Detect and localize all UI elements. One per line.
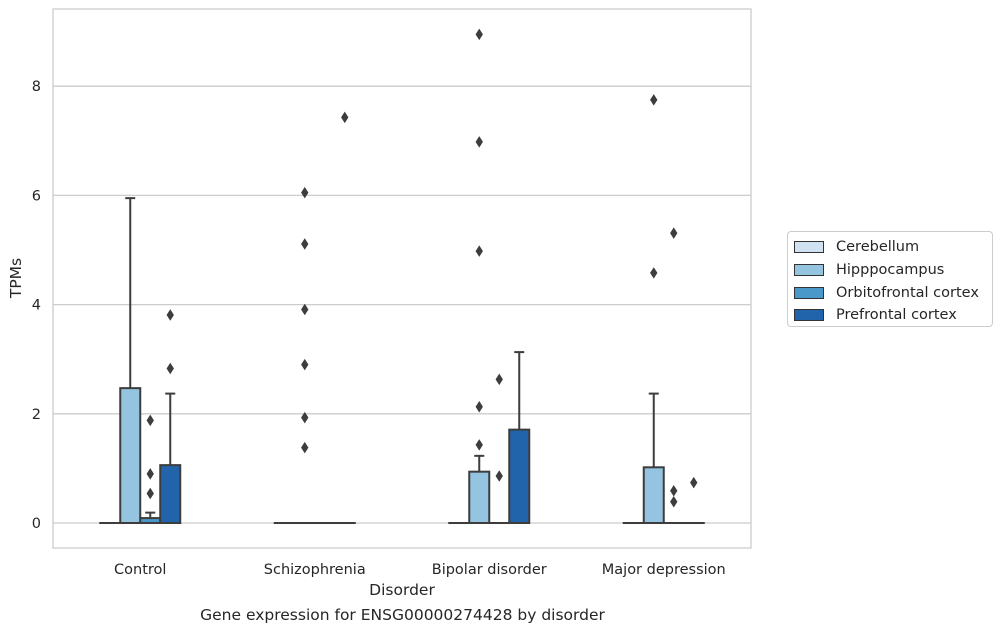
- outlier-control-prefrontal-cortex-0: [166, 362, 174, 375]
- outlier-schizophrenia-hipppocampus-4: [301, 238, 309, 250]
- legend-label-hippocampus: Hipppocampus: [836, 262, 945, 279]
- legend-swatch-orbitofrontal-cortex: [794, 286, 824, 299]
- outlier-schizophrenia-hipppocampus-1: [301, 411, 309, 424]
- outlier-control-orbitofrontal-cortex-0: [146, 487, 154, 500]
- x-tick-label-schizophrenia: Schizophrenia: [264, 562, 366, 578]
- outlier-schizophrenia-hipppocampus-3: [301, 303, 309, 316]
- outlier-bipolar-disorder-hipppocampus-1: [475, 400, 483, 413]
- legend-item-prefrontal-cortex: Prefrontal cortex: [794, 304, 992, 327]
- outlier-control-prefrontal-cortex-1: [166, 309, 174, 321]
- outlier-bipolar-disorder-hipppocampus-0: [475, 439, 483, 451]
- outlier-major-depression-hipppocampus-1: [650, 94, 658, 106]
- box-bipolar-disorder-hipppocampus: [468, 470, 491, 524]
- legend: Cerebellum Hipppocampus Orbitofrontal co…: [787, 231, 993, 327]
- y-tick-label-6: 6: [32, 188, 41, 204]
- y-tick-label-8: 8: [32, 79, 41, 95]
- box-control-hipppocampus: [119, 387, 142, 524]
- legend-label-cerebellum: Cerebellum: [836, 239, 920, 256]
- legend-item-hippocampus: Hipppocampus: [794, 259, 992, 282]
- legend-swatch-hippocampus: [794, 264, 824, 277]
- box-major-depression-hipppocampus: [642, 466, 665, 525]
- outlier-bipolar-disorder-orbitofrontal-cortex-1: [495, 373, 503, 386]
- outlier-control-orbitofrontal-cortex-1: [146, 468, 154, 480]
- legend-swatch-cerebellum: [794, 241, 824, 254]
- y-tick-label-0: 0: [32, 516, 41, 532]
- outlier-schizophrenia-hipppocampus-0: [301, 441, 309, 454]
- chart-caption: Gene expression for ENSG00000274428 by d…: [200, 606, 605, 624]
- legend-item-orbitofrontal-cortex: Orbitofrontal cortex: [794, 281, 992, 304]
- outlier-schizophrenia-hipppocampus-2: [301, 358, 309, 371]
- y-tick-label-2: 2: [32, 407, 41, 423]
- box-bipolar-disorder-prefrontal-cortex: [508, 428, 531, 524]
- outlier-schizophrenia-prefrontal-cortex-0: [341, 111, 349, 124]
- outlier-major-depression-orbitofrontal-cortex-1: [670, 485, 678, 497]
- plot-frame: [52, 8, 752, 549]
- outlier-bipolar-disorder-orbitofrontal-cortex-0: [495, 470, 503, 482]
- outlier-schizophrenia-hipppocampus-5: [301, 186, 309, 199]
- outlier-control-orbitofrontal-cortex-2: [146, 414, 154, 427]
- outlier-major-depression-orbitofrontal-cortex-2: [670, 227, 678, 239]
- x-axis-label: Disorder: [369, 581, 435, 599]
- outlier-bipolar-disorder-hipppocampus-4: [475, 28, 483, 41]
- outlier-bipolar-disorder-hipppocampus-3: [475, 136, 483, 148]
- box-control-prefrontal-cortex: [159, 464, 182, 524]
- x-tick-label-major-depression: Major depression: [602, 562, 726, 578]
- outlier-major-depression-hipppocampus-0: [650, 267, 658, 279]
- x-tick-label-control: Control: [114, 562, 166, 578]
- y-tick-label-4: 4: [32, 298, 41, 314]
- legend-item-cerebellum: Cerebellum: [794, 236, 992, 259]
- legend-label-prefrontal-cortex: Prefrontal cortex: [836, 307, 957, 324]
- outlier-bipolar-disorder-hipppocampus-2: [475, 245, 483, 257]
- legend-label-orbitofrontal-cortex: Orbitofrontal cortex: [836, 284, 979, 301]
- outlier-major-depression-orbitofrontal-cortex-0: [670, 495, 678, 508]
- y-axis-label: TPMs: [7, 258, 25, 299]
- outlier-major-depression-prefrontal-cortex-0: [690, 476, 698, 489]
- x-tick-label-bipolar-disorder: Bipolar disorder: [432, 562, 547, 578]
- legend-swatch-prefrontal-cortex: [794, 309, 824, 322]
